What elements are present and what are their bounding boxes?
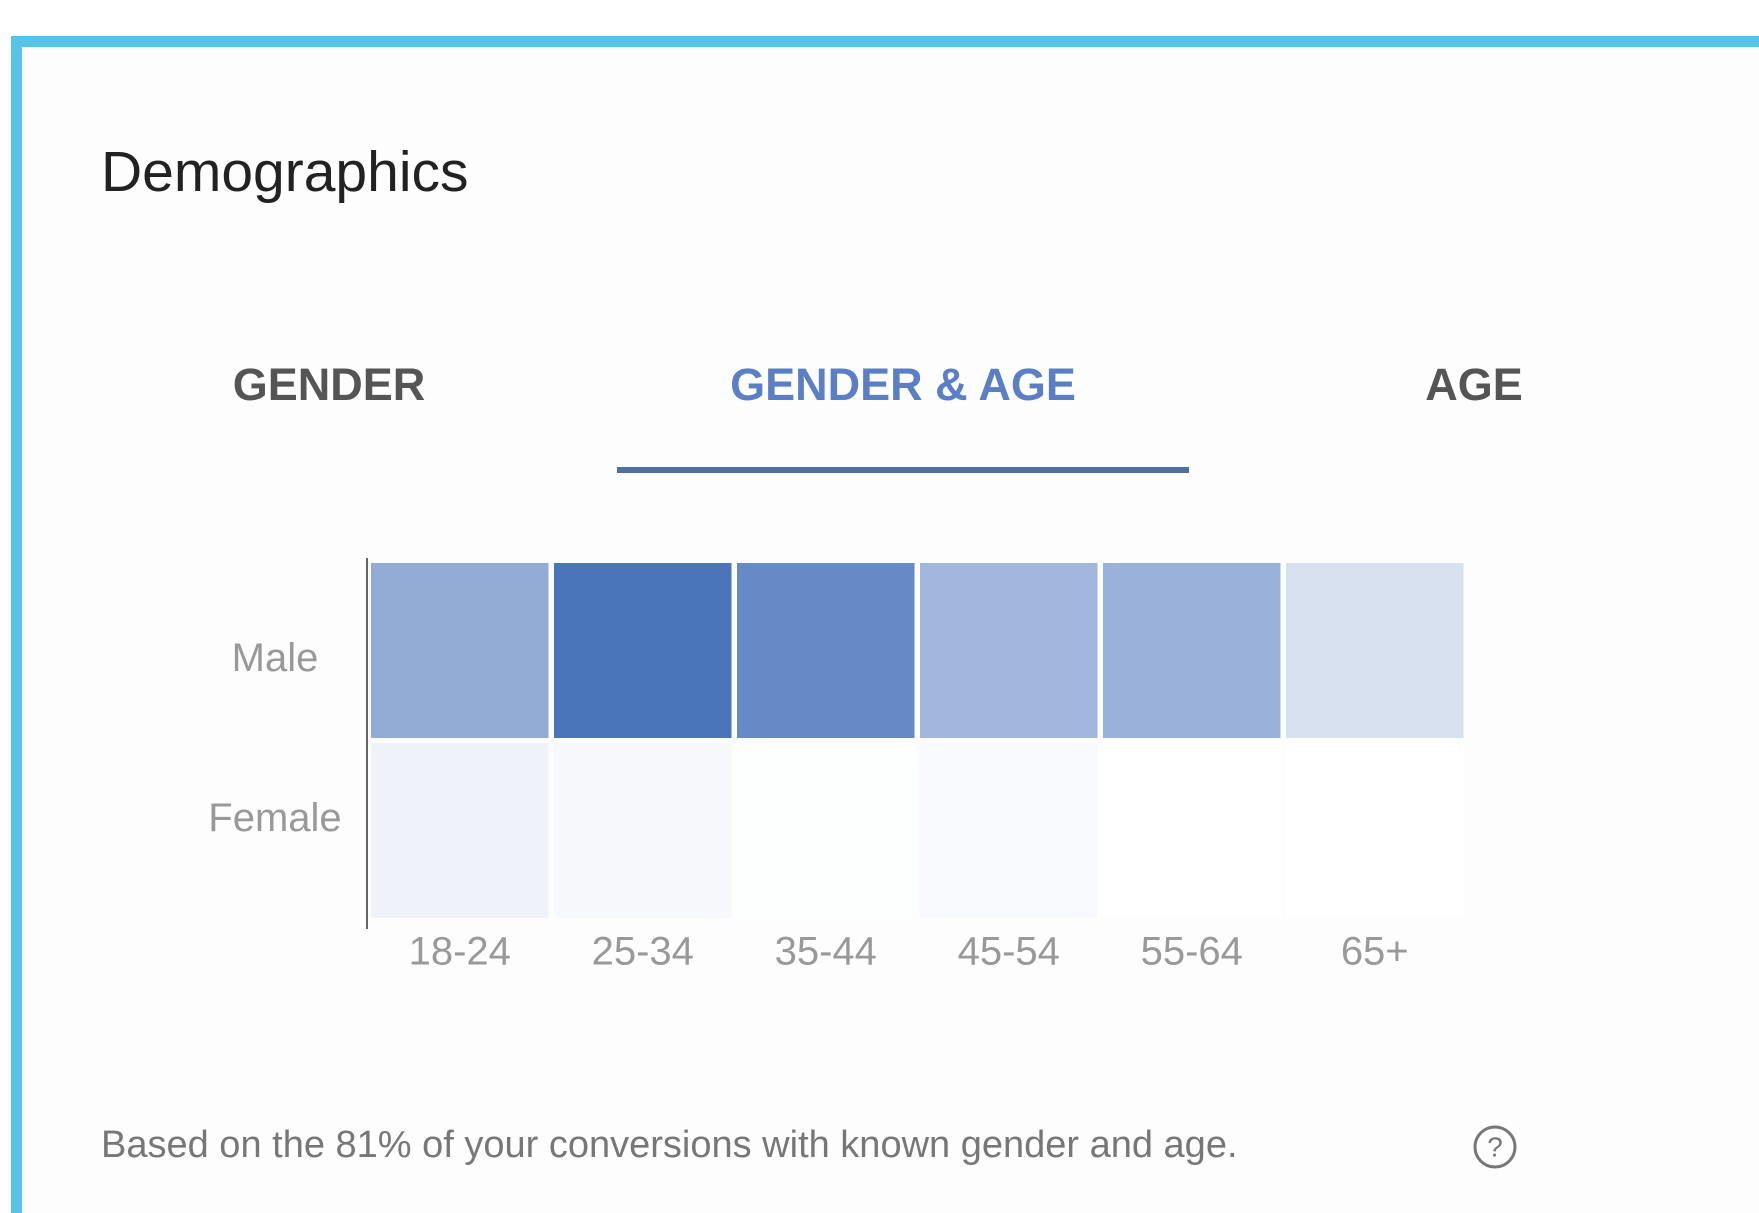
tab-underline bbox=[617, 467, 1189, 473]
heatmap-cell bbox=[1103, 743, 1281, 918]
x-tick-label: 35-44 bbox=[775, 930, 877, 974]
x-tick-label: 65+ bbox=[1341, 930, 1409, 974]
heatmap-cell bbox=[737, 563, 915, 738]
heatmap-cell bbox=[1103, 563, 1281, 738]
heatmap-cell bbox=[1286, 563, 1464, 738]
heatmap-cell bbox=[1286, 743, 1464, 918]
heatmap-cell bbox=[371, 563, 549, 738]
heatmap-cell bbox=[371, 743, 549, 918]
tab-label[interactable]: GENDER bbox=[233, 359, 426, 410]
heatmap-cell bbox=[554, 563, 732, 738]
heatmap-cell bbox=[554, 743, 732, 918]
tab-label[interactable]: GENDER & AGE bbox=[730, 359, 1076, 410]
x-tick-label: 25-34 bbox=[592, 930, 694, 974]
tab-bar: GENDER GENDER & AGE AGE bbox=[233, 359, 1523, 473]
card-border-top bbox=[11, 36, 1759, 47]
help-icon[interactable] bbox=[1473, 1125, 1517, 1169]
tab-label[interactable]: AGE bbox=[1425, 359, 1523, 410]
heatmap-cell bbox=[737, 743, 915, 918]
row-label: Male bbox=[232, 636, 319, 680]
footnote: Based on the 81% of your conversions wit… bbox=[101, 1124, 1238, 1166]
card-border-left bbox=[11, 36, 22, 1213]
heatmap-cell bbox=[920, 743, 1098, 918]
help-icon-glyph[interactable]: ? bbox=[1487, 1131, 1503, 1162]
x-tick-label: 45-54 bbox=[958, 930, 1060, 974]
card-title: Demographics bbox=[101, 140, 469, 204]
row-label: Female bbox=[208, 796, 341, 840]
heatmap: Male Female 18-24 25-34 35-44 45-54 55-64 65+ bbox=[208, 558, 1464, 974]
x-tick-label: 55-64 bbox=[1141, 930, 1243, 974]
heatmap-cell bbox=[920, 563, 1098, 738]
x-tick-label: 18-24 bbox=[409, 930, 511, 974]
